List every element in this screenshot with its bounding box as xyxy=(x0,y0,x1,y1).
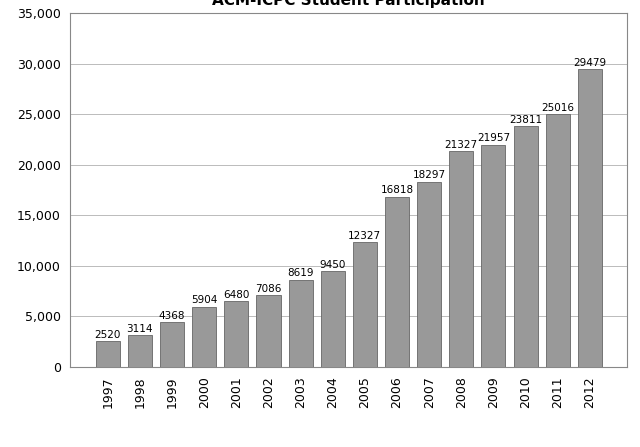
Text: 3114: 3114 xyxy=(127,324,153,333)
Text: 25016: 25016 xyxy=(541,103,574,113)
Bar xyxy=(481,145,506,367)
Bar xyxy=(128,335,152,367)
Bar xyxy=(353,242,377,367)
Text: 16818: 16818 xyxy=(380,186,413,195)
Bar xyxy=(546,114,570,367)
Text: 8619: 8619 xyxy=(287,268,314,278)
Bar xyxy=(385,197,409,367)
Text: 6480: 6480 xyxy=(223,290,250,299)
Bar xyxy=(578,69,602,367)
Text: 21957: 21957 xyxy=(477,134,510,143)
Bar xyxy=(96,341,120,367)
Bar xyxy=(289,279,313,367)
Text: 4368: 4368 xyxy=(159,311,186,321)
Bar xyxy=(160,322,184,367)
Bar xyxy=(257,295,280,367)
Text: 9450: 9450 xyxy=(319,260,346,270)
Bar xyxy=(192,307,216,367)
Text: 29479: 29479 xyxy=(573,58,607,67)
Bar xyxy=(321,271,345,367)
Text: 21327: 21327 xyxy=(445,140,478,150)
Text: 12327: 12327 xyxy=(348,231,381,240)
Bar xyxy=(224,301,248,367)
Text: 5904: 5904 xyxy=(191,295,218,305)
Bar xyxy=(449,152,474,367)
Text: 7086: 7086 xyxy=(255,283,282,294)
Text: 23811: 23811 xyxy=(509,115,542,125)
Text: 2520: 2520 xyxy=(95,329,121,340)
Text: 18297: 18297 xyxy=(413,170,445,181)
Bar xyxy=(417,182,441,367)
Title: ACM-ICPC Student Participation: ACM-ICPC Student Participation xyxy=(212,0,485,8)
Bar xyxy=(513,127,538,367)
